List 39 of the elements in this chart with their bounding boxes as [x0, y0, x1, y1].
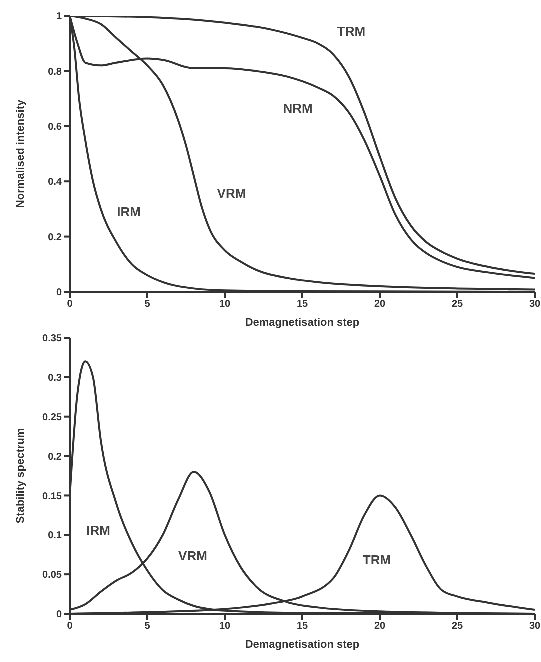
- series-label: VRM: [178, 548, 208, 564]
- y-axis-title: Stability spectrum: [14, 428, 27, 524]
- y-tick-label: 1: [56, 12, 62, 23]
- series-label: IRM: [86, 523, 110, 538]
- y-tick-label: 0.4: [48, 177, 62, 188]
- y-tick-label: 0.2: [48, 452, 62, 463]
- y-tick-label: 0: [56, 288, 62, 299]
- series-label: TRM: [362, 552, 392, 568]
- x-tick-label: 0: [67, 299, 74, 310]
- y-tick-label: 0.1: [48, 530, 62, 542]
- y-tick-label: 0.6: [48, 122, 62, 133]
- x-tick-label: 10: [219, 299, 231, 310]
- y-tick-label: 0.15: [42, 491, 62, 502]
- y-axis-title: Normalised intensity: [14, 99, 27, 208]
- y-tick-label: 0.8: [48, 66, 62, 78]
- y-tick-label: 0.25: [42, 412, 62, 424]
- series-label: VRM: [217, 186, 246, 201]
- x-tick-label: 25: [452, 621, 464, 632]
- x-tick-label: 5: [144, 621, 151, 632]
- x-tick-label: 25: [452, 299, 464, 310]
- x-axis-title: Demagnetisation step: [245, 317, 360, 329]
- x-tick-label: 15: [296, 299, 308, 310]
- y-tick-label: 0.35: [42, 334, 62, 345]
- x-tick-label: 20: [374, 621, 386, 632]
- series-label: IRM: [117, 204, 141, 220]
- x-tick-label: 20: [374, 299, 386, 310]
- y-tick-label: 0.2: [48, 232, 62, 244]
- x-axis-title: Demagnetisation step: [245, 639, 360, 651]
- y-tick-label: 0: [56, 610, 62, 621]
- x-tick-label: 30: [529, 621, 541, 632]
- x-tick-label: 5: [144, 299, 151, 310]
- y-tick-label: 0.3: [48, 372, 62, 384]
- series-label: NRM: [283, 101, 313, 116]
- x-tick-label: 0: [67, 621, 74, 632]
- x-tick-label: 30: [529, 299, 541, 310]
- series-label: TRM: [337, 24, 366, 40]
- x-tick-label: 15: [296, 621, 308, 632]
- y-tick-label: 0.05: [42, 570, 62, 582]
- x-tick-label: 10: [219, 621, 231, 632]
